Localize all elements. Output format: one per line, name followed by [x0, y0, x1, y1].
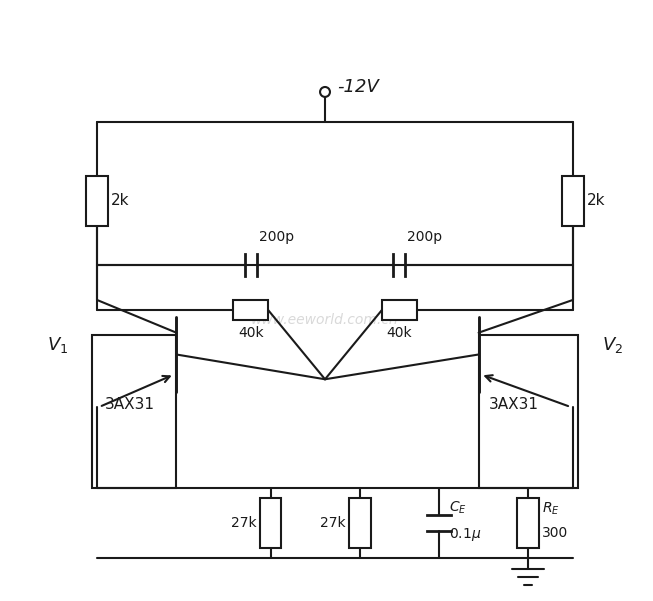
- Text: $R_E$: $R_E$: [542, 501, 560, 517]
- Bar: [86, 176, 108, 226]
- Text: 300: 300: [542, 526, 568, 540]
- Bar: [92, 335, 176, 488]
- Text: 40k: 40k: [387, 326, 412, 340]
- Text: 27k: 27k: [231, 516, 257, 530]
- Text: -12V: -12V: [337, 78, 379, 96]
- Bar: [260, 498, 281, 548]
- Bar: [479, 335, 578, 488]
- Text: $V_2$: $V_2$: [602, 335, 623, 355]
- Text: 200p: 200p: [407, 230, 442, 243]
- Text: $0.1\mu$: $0.1\mu$: [449, 526, 481, 543]
- Text: www.eeworld.com.cn: www.eeworld.com.cn: [251, 313, 399, 327]
- Bar: [233, 300, 268, 320]
- Bar: [349, 498, 371, 548]
- Bar: [517, 498, 539, 548]
- Text: 40k: 40k: [238, 326, 264, 340]
- Text: $V_1$: $V_1$: [47, 335, 68, 355]
- Text: 2k: 2k: [586, 194, 605, 209]
- Text: 3AX31: 3AX31: [488, 397, 539, 412]
- Text: 27k: 27k: [320, 516, 346, 530]
- Bar: [382, 300, 417, 320]
- Text: 2k: 2k: [111, 194, 129, 209]
- Text: 3AX31: 3AX31: [105, 397, 155, 412]
- Bar: [562, 176, 584, 226]
- Text: 200p: 200p: [259, 230, 294, 243]
- Text: $C_E$: $C_E$: [449, 500, 467, 516]
